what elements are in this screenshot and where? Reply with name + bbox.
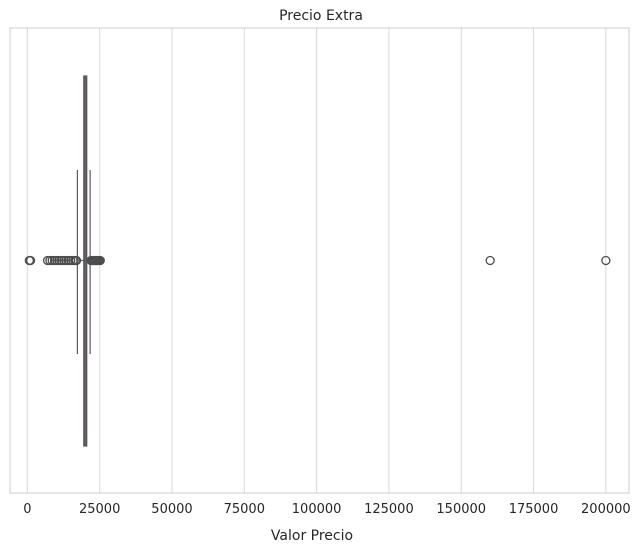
outlier-point	[25, 255, 36, 266]
outlier-point	[71, 255, 82, 266]
x-tick-label: 100000	[292, 502, 342, 517]
x-axis-label: Valor Precio	[271, 528, 353, 544]
chart-title: Precio Extra	[279, 8, 363, 24]
x-tick-label: 175000	[509, 502, 559, 517]
outlier-point	[601, 255, 611, 266]
x-tick-labels: 0 25000 50000 75000 100000 125000 150000 175000…	[23, 502, 630, 517]
x-tick-label: 0	[23, 502, 31, 517]
outlier-points	[24, 255, 611, 266]
x-tick-label: 150000	[436, 502, 486, 517]
x-tick-label: 125000	[364, 502, 414, 517]
outlier-point	[485, 255, 495, 266]
outlier-point	[95, 255, 105, 266]
plot-frame	[9, 27, 630, 494]
x-tick-label: 25000	[79, 502, 120, 517]
gridlines	[26, 28, 607, 493]
x-tick-label: 50000	[151, 502, 192, 517]
x-tick-label: 200000	[581, 502, 631, 517]
x-tick-label: 75000	[224, 502, 265, 517]
